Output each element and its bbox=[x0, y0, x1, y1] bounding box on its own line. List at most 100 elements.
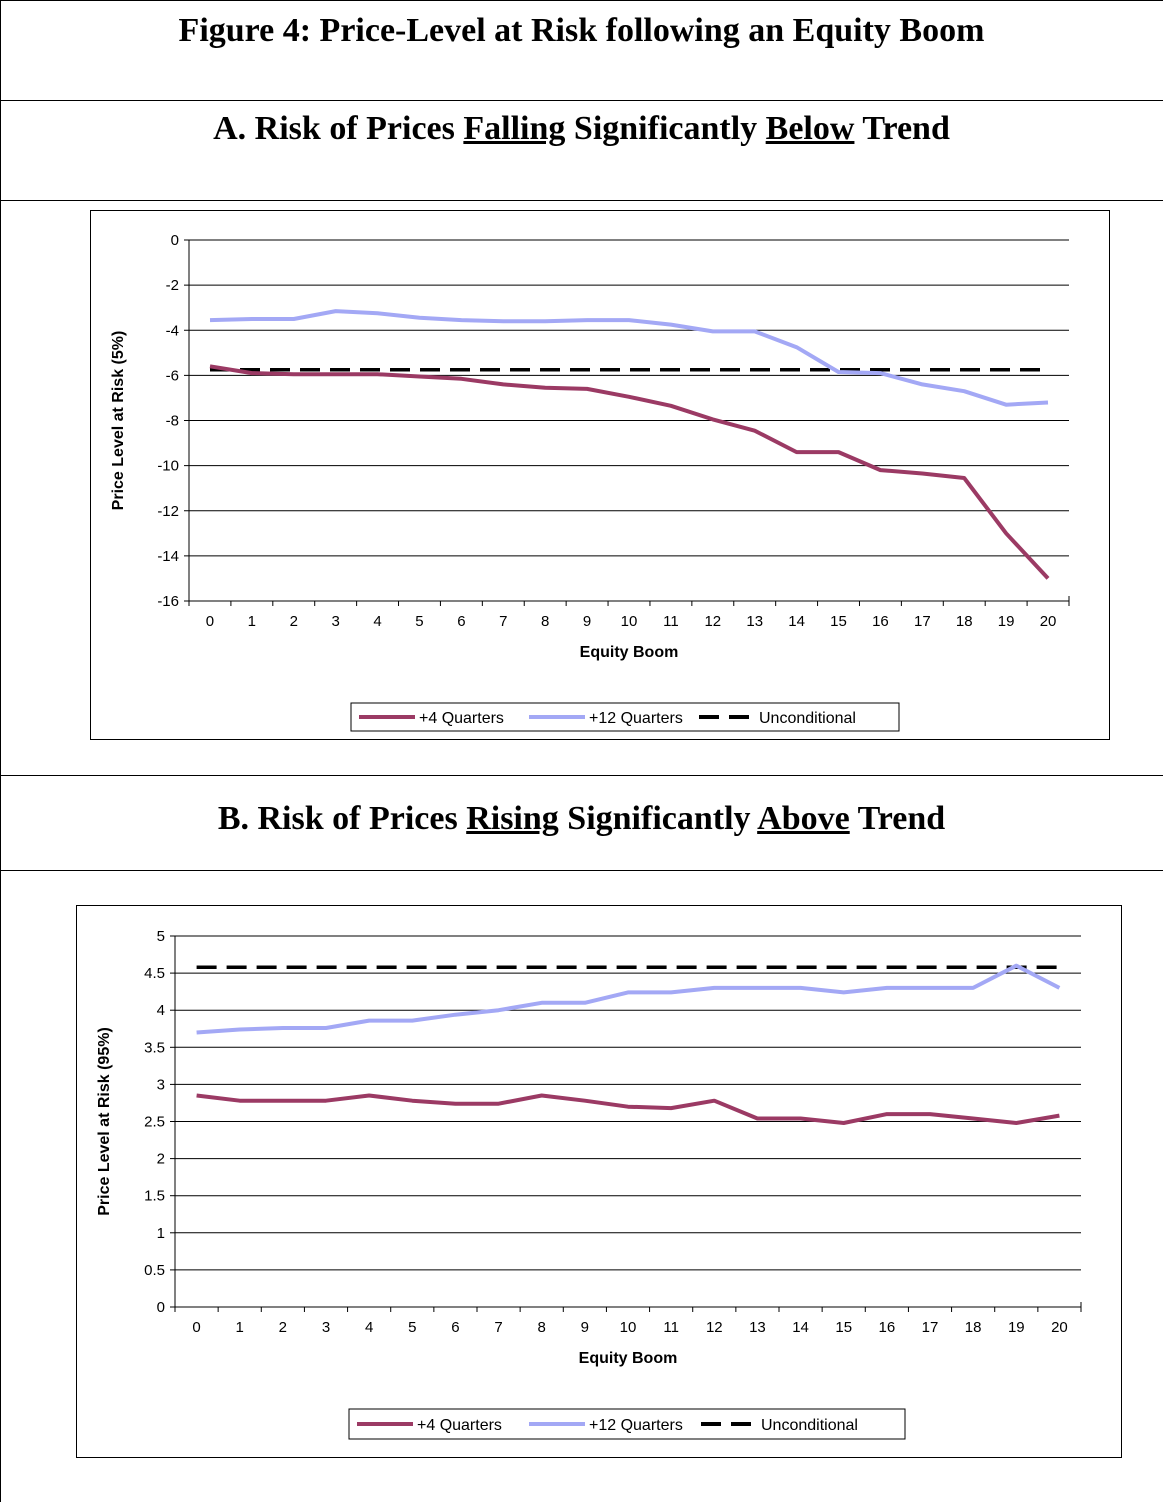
chart-a-legend bbox=[350, 702, 900, 732]
chart-b-x-tick-label: 15 bbox=[835, 1319, 852, 1336]
chart-b-x-tick-label: 3 bbox=[322, 1319, 330, 1336]
figure-title: Figure 4: Price-Level at Risk following … bbox=[178, 12, 985, 49]
top-border bbox=[0, 0, 1163, 1]
chart-a-x-axis-label: Equity Boom bbox=[580, 644, 679, 661]
chart-b-x-tick-label: 12 bbox=[706, 1319, 723, 1336]
chart-b-box: 5 4.5 4 3.5 3 2.5 2 1.5 1 0.5 0 0 1 2 3 4 5 6 7 8 9 10 11 12 13 1… bbox=[76, 905, 1122, 1458]
chart-a-x-tick-label: 7 bbox=[499, 613, 507, 630]
panel-a-title-part-3: Significantly bbox=[565, 110, 766, 147]
chart-b-y-tick-label: 2.5 bbox=[144, 1114, 165, 1131]
chart-b-y-axis-label: Price Level at Risk (95%) bbox=[96, 1027, 113, 1216]
chart-b-y-tick-label: 0.5 bbox=[144, 1262, 165, 1279]
chart-a-y-tick-label: -4 bbox=[166, 322, 179, 339]
panel-b-title-part-1: B. Risk of Prices bbox=[217, 800, 467, 837]
chart-b-x-tick-label: 20 bbox=[1051, 1319, 1068, 1336]
chart-a-y-tick-label: -10 bbox=[157, 458, 179, 475]
chart-a-x-tick-label: 15 bbox=[830, 613, 847, 630]
panel-b-title-part-2: Rising bbox=[466, 800, 559, 837]
chart-a-x-tick-label: 5 bbox=[415, 613, 423, 630]
chart-b-x-tick-label: 16 bbox=[879, 1319, 896, 1336]
chart-a-legend-label-four-quarters: +4 Quarters bbox=[419, 710, 504, 727]
chart-b-x-tick-label: 4 bbox=[365, 1319, 373, 1336]
chart-b-x-tick-label: 5 bbox=[408, 1319, 416, 1336]
chart-a-y-tick-label: -8 bbox=[166, 413, 179, 430]
chart-b-x-axis-label: Equity Boom bbox=[579, 1350, 678, 1367]
chart-a-x-tick-label: 6 bbox=[457, 613, 465, 630]
chart-b-x-tick-label: 10 bbox=[620, 1319, 637, 1336]
chart-a-x-tick-label: 10 bbox=[621, 613, 638, 630]
chart-a-x-tick-label: 8 bbox=[541, 613, 549, 630]
chart-b-y-tick-label: 1 bbox=[157, 1225, 165, 1242]
chart-a-x-tick-label: 16 bbox=[872, 613, 889, 630]
panel-b-title-part-5: Trend bbox=[849, 800, 946, 837]
chart-b-x-tick-label: 6 bbox=[451, 1319, 459, 1336]
chart-a-legend-label-unconditional: Unconditional bbox=[759, 710, 856, 727]
chart-a-series-twelve-quarters-line bbox=[209, 309, 1049, 407]
chart-a-y-tick-label: -14 bbox=[157, 548, 179, 565]
chart-b-y-tick-label: 0 bbox=[157, 1299, 165, 1316]
chart-a: 0-2-4-6-8-10-12-14-160 1 2 3 4 5 6 7 8 9 10 11 12 13 1… bbox=[110, 232, 1070, 732]
chart-b-legend-label-four-quarters: +4 Quarters bbox=[417, 1417, 502, 1434]
chart-a-y-tick-label: -2 bbox=[166, 277, 179, 294]
panel-b-title-part-4: Above bbox=[757, 800, 850, 837]
chart-b-y-tick-label: 3 bbox=[157, 1076, 165, 1093]
chart-b-x-tick-label: 11 bbox=[663, 1319, 679, 1336]
chart-b-x-tick-label: 19 bbox=[1008, 1319, 1025, 1336]
chart-b-x-tick-label: 1 bbox=[236, 1319, 244, 1336]
panel-a-title: A. Risk of Prices Falling Significantly … bbox=[0, 110, 1163, 148]
chart-b-y-tick-label: 3.5 bbox=[144, 1039, 165, 1056]
panel-a-title-part-1: A. Risk of Prices bbox=[213, 110, 464, 147]
chart-b-legend-label-twelve-quarters: +12 Quarters bbox=[589, 1417, 683, 1434]
chart-b-x-tick-label: 0 bbox=[192, 1319, 200, 1336]
chart-a-x-tick-label: 19 bbox=[998, 613, 1015, 630]
chart-a-y-tick-label: -16 bbox=[157, 593, 179, 610]
panel-b-title-part-3: Significantly bbox=[558, 800, 758, 837]
chart-b-legend-label-unconditional: Unconditional bbox=[761, 1417, 858, 1434]
chart-a-x-tick-label: 2 bbox=[290, 613, 298, 630]
chart-b-x-tick-label: 8 bbox=[538, 1319, 546, 1336]
chart-b-x-tick-label: 2 bbox=[279, 1319, 287, 1336]
chart-a-x-tick-label: 14 bbox=[788, 613, 805, 630]
chart-b-x-tick-label: 13 bbox=[749, 1319, 766, 1336]
chart-a-x-tick-label: 0 bbox=[206, 613, 214, 630]
chart-b: 54.543.532.521.510.500 1 2 3 4 5 6 7 8 9 10 11 12 13 1… bbox=[96, 928, 1082, 1440]
chart-b-y-tick-label: 2 bbox=[157, 1151, 165, 1168]
chart-b-x-tick-label: 7 bbox=[494, 1319, 502, 1336]
chart-a-y-tick-label: 0 bbox=[171, 232, 179, 249]
chart-b-x-tick-label: 14 bbox=[792, 1319, 809, 1336]
chart-a-x-tick-label: 17 bbox=[914, 613, 931, 630]
chart-b-x-tick-label: 9 bbox=[581, 1319, 589, 1336]
chart-a-x-tick-label: 13 bbox=[746, 613, 763, 630]
chart-a-x-tick-label: 11 bbox=[663, 613, 679, 630]
chart-a-y-axis-label: Price Level at Risk (5%) bbox=[110, 331, 127, 511]
chart-a-legend-label-twelve-quarters: +12 Quarters bbox=[589, 710, 683, 727]
chart-b-x-tick-label: 18 bbox=[965, 1319, 982, 1336]
chart-b-y-tick-label: 5 bbox=[157, 928, 165, 945]
chart-a-x-tick-label: 18 bbox=[956, 613, 973, 630]
panel-a-title-part-5: Trend bbox=[854, 110, 950, 147]
chart-b-series-twelve-quarters-line bbox=[196, 963, 1061, 1035]
chart-a-series-four-quarters-line bbox=[209, 364, 1050, 580]
chart-a-x-tick-label: 9 bbox=[583, 613, 591, 630]
chart-a-x-tick-label: 4 bbox=[373, 613, 381, 630]
chart-a-y-tick-label: -12 bbox=[157, 503, 179, 520]
chart-a-x-tick-label: 1 bbox=[248, 613, 256, 630]
chart-b-x-tick-label: 17 bbox=[922, 1319, 939, 1336]
chart-a-y-tick-label: -6 bbox=[166, 367, 179, 384]
chart-a-x-tick-label: 20 bbox=[1040, 613, 1057, 630]
panel-b-title: B. Risk of Prices Rising Significantly A… bbox=[0, 800, 1163, 838]
chart-b-y-tick-label: 4 bbox=[157, 1002, 165, 1019]
divider-panel-a-chart bbox=[0, 775, 1163, 776]
panel-a-title-part-2: Falling bbox=[463, 110, 566, 147]
divider-panel-a-title bbox=[0, 200, 1163, 201]
left-border bbox=[0, 0, 1, 1502]
divider-title bbox=[0, 100, 1163, 101]
chart-b-series-four-quarters-line bbox=[196, 1093, 1060, 1125]
chart-a-x-tick-label: 3 bbox=[331, 613, 339, 630]
chart-b-y-tick-label: 1.5 bbox=[144, 1188, 165, 1205]
divider-panel-b-title bbox=[0, 870, 1163, 871]
chart-a-box: 0 -2 -4 -6 -8 -10 -12 -14 -16 0 1 2 3 4 5 6 7 8 9 10 11 12 13 1… bbox=[90, 210, 1110, 740]
chart-b-y-tick-label: 4.5 bbox=[144, 965, 165, 982]
chart-b-legend bbox=[348, 1408, 906, 1440]
